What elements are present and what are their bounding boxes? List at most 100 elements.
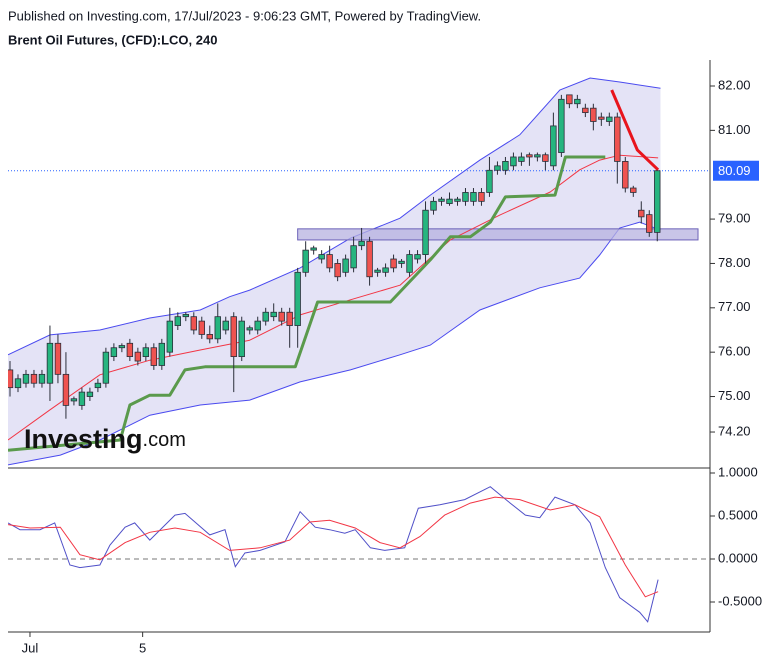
candle-body xyxy=(614,116,621,162)
candle-body xyxy=(462,192,469,202)
candle-body xyxy=(198,320,205,335)
indicator-line xyxy=(610,89,660,171)
candle-body xyxy=(446,198,453,204)
published-line: Published on Investing.com, 17/Jul/2023 … xyxy=(8,8,481,23)
candle-body xyxy=(406,254,413,273)
candle-body xyxy=(494,165,501,171)
y-tick-label: 74.20 xyxy=(718,423,751,438)
candle-body xyxy=(150,347,158,366)
y-tick-label: 78.00 xyxy=(718,255,751,270)
candle-body xyxy=(510,156,517,167)
candle-body xyxy=(262,311,269,322)
candle-body xyxy=(422,209,429,255)
candle-body xyxy=(62,373,70,406)
y-tick-label: 75.00 xyxy=(718,388,751,403)
candle-body xyxy=(86,391,94,397)
last-price-label: 80.09 xyxy=(718,163,751,178)
candle-body xyxy=(238,320,245,358)
candle-body xyxy=(382,267,389,273)
candle-body xyxy=(558,98,565,153)
watermark: Investing.com xyxy=(24,424,186,454)
candle-body xyxy=(166,320,174,353)
candle-body xyxy=(606,116,613,122)
y-tick-label: 77.00 xyxy=(718,299,751,314)
oscillator-line xyxy=(8,496,659,598)
candle-body xyxy=(414,254,421,260)
last-price-box xyxy=(713,160,759,181)
indicator-line xyxy=(8,154,659,441)
candle-body xyxy=(318,254,325,260)
candle-body xyxy=(78,391,86,406)
candle-body xyxy=(390,258,397,269)
candle-body xyxy=(142,347,150,358)
candle-body xyxy=(22,373,30,384)
y-tick-label: 1.0000 xyxy=(718,464,758,479)
candle-body xyxy=(326,254,333,269)
candle-body xyxy=(70,398,78,402)
candle-body xyxy=(278,311,285,322)
candle-body xyxy=(158,342,166,366)
candle-body xyxy=(118,345,126,349)
candle-body xyxy=(518,156,525,162)
candle-body xyxy=(534,154,541,158)
candle-body xyxy=(646,214,653,233)
candle-body xyxy=(286,311,293,326)
candle-body xyxy=(294,271,301,326)
candle-body xyxy=(214,316,221,340)
watermark-brand: Investing xyxy=(24,424,143,454)
candle-body xyxy=(190,316,197,331)
candle-body xyxy=(270,311,277,318)
candle-body xyxy=(38,373,46,384)
candle-body xyxy=(654,170,661,233)
x-tick-label: 5 xyxy=(139,640,146,655)
price-zone xyxy=(297,228,699,241)
candle-body xyxy=(622,161,629,189)
candle-body xyxy=(174,316,182,326)
panel-0 xyxy=(8,77,710,466)
candle-body xyxy=(590,107,597,122)
candle-body xyxy=(502,161,509,171)
candle-body xyxy=(366,240,373,278)
candle-body xyxy=(110,347,118,358)
candle-body xyxy=(470,192,477,202)
candle-body xyxy=(438,198,445,202)
candle-body xyxy=(374,269,381,273)
candle-body xyxy=(54,342,62,375)
y-tick-label: 0.0000 xyxy=(718,550,758,565)
x-tick-label: Jul xyxy=(22,640,39,655)
candle-body xyxy=(302,249,309,273)
candle-body xyxy=(126,342,134,358)
candle-body xyxy=(598,116,605,120)
candle-body xyxy=(8,369,14,389)
candle-body xyxy=(94,382,102,389)
candle-body xyxy=(582,107,589,114)
candle-body xyxy=(526,154,533,158)
candle-body xyxy=(230,316,237,358)
candle-body xyxy=(542,154,549,162)
candle-body xyxy=(102,351,110,384)
candle-body xyxy=(566,94,573,105)
candle-body xyxy=(630,187,637,193)
panel-1 xyxy=(8,486,710,623)
candle-body xyxy=(254,320,261,331)
watermark-suffix: .com xyxy=(143,429,186,451)
candle-body xyxy=(550,125,557,167)
candle-body xyxy=(454,198,461,202)
candle-body xyxy=(246,327,253,331)
oscillator-line xyxy=(8,486,659,623)
candle-body xyxy=(334,263,341,278)
candle-body xyxy=(342,258,349,273)
candle-body xyxy=(46,342,54,384)
y-tick-label: -0.5000 xyxy=(718,593,762,608)
candle-body xyxy=(350,245,357,269)
candle-body xyxy=(206,334,213,340)
y-tick-label: 79.00 xyxy=(718,211,751,226)
candle-body xyxy=(398,260,405,264)
candle-body xyxy=(486,169,493,193)
y-tick-label: 81.00 xyxy=(718,122,751,137)
indicator-line xyxy=(8,155,606,452)
candle-body xyxy=(430,200,437,211)
candle-body xyxy=(182,314,189,318)
y-tick-label: 76.00 xyxy=(718,344,751,359)
